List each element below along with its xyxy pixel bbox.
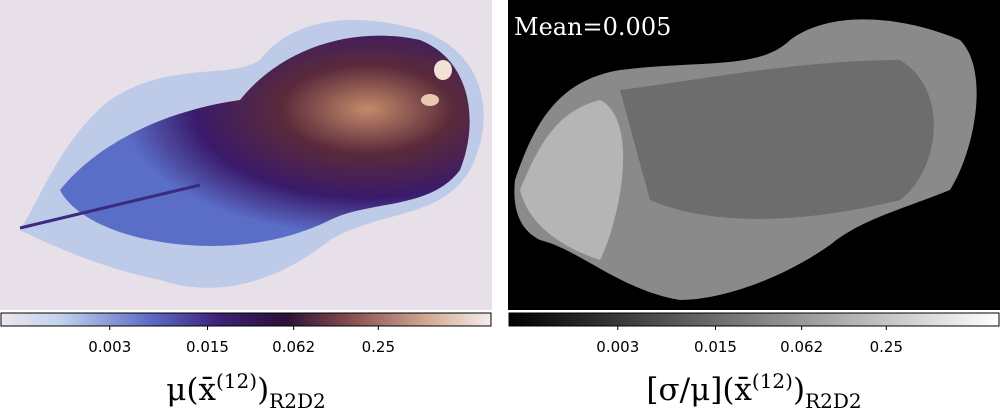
colorbar-tick-label: 0.062	[780, 338, 823, 356]
colorbar-tick-label: 0.25	[362, 338, 395, 356]
colorbar-tick-label: 0.003	[88, 338, 131, 356]
jet	[19, 183, 201, 230]
colorbar-tick-label: 0.015	[694, 338, 737, 356]
colorbar	[508, 312, 1000, 327]
hotspot	[421, 94, 439, 106]
panel-title: [σ/μ](x̄(12))R2D2	[646, 369, 861, 413]
hotspot	[434, 60, 452, 80]
colorbar-tick-label: 0.25	[870, 338, 903, 356]
colorbar-tick-label: 0.062	[272, 338, 315, 356]
title-close: )	[793, 372, 805, 408]
title-sub: R2D2	[269, 389, 326, 413]
title-close: )	[257, 372, 269, 408]
colorbar	[0, 312, 492, 327]
uncertainty-map	[520, 100, 624, 260]
uncertainty-map	[620, 60, 934, 219]
title-sup: (12)	[752, 369, 793, 393]
title-sub: R2D2	[805, 389, 862, 413]
title-main: [σ/μ](x̄	[646, 372, 752, 408]
title-sup: (12)	[216, 369, 257, 393]
annotation: Mean=0.005	[514, 13, 671, 41]
colorbar-tick-label: 0.003	[596, 338, 639, 356]
title-main: μ(x̄	[166, 372, 216, 408]
panel-title: μ(x̄(12))R2D2	[166, 369, 325, 413]
colorbar-tick-label: 0.015	[186, 338, 229, 356]
